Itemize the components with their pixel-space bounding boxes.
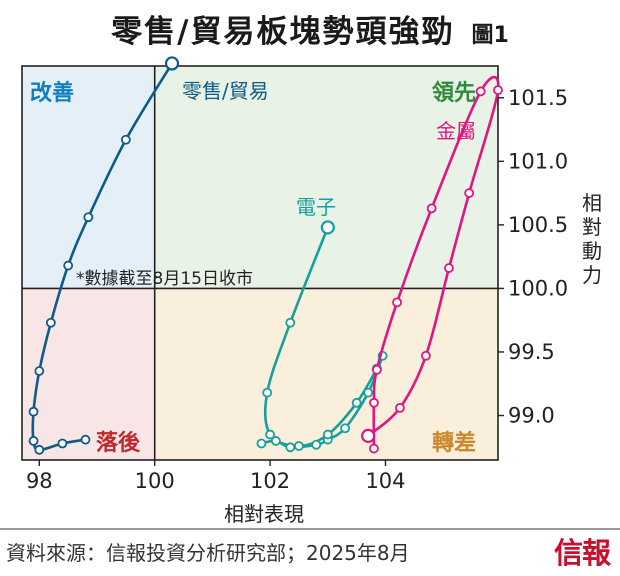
series-point xyxy=(63,260,74,271)
plot-frame xyxy=(21,65,499,461)
series-head-point xyxy=(361,428,376,443)
series-point xyxy=(270,436,281,446)
series-point xyxy=(285,317,296,328)
series-point xyxy=(83,212,94,223)
y-tick-label: 99.5 xyxy=(508,340,555,364)
quadrant-label-improving: 改善 xyxy=(30,80,74,106)
y-axis-ticks: 101.5 101.0 100.5 100.0 99.5 99.0 xyxy=(498,86,568,428)
series-point xyxy=(426,203,437,214)
center-lines xyxy=(22,66,498,460)
series-point xyxy=(34,444,45,455)
series-metals xyxy=(361,75,503,454)
series-point xyxy=(392,297,402,308)
series-label-retail: 零售/貿易 xyxy=(182,79,269,103)
x-tick-label: 100 xyxy=(135,469,175,493)
source-note: 資料來源：信報投資分析研究部；2025年8月 xyxy=(6,541,410,565)
chart-title: 零售/貿易板塊勢頭強勁 圖1 xyxy=(0,6,620,51)
series-point xyxy=(57,438,68,449)
footer-divider xyxy=(0,528,620,530)
series-point xyxy=(475,86,486,97)
series-group xyxy=(28,56,503,455)
quadrant-leading xyxy=(154,66,498,289)
series-point xyxy=(285,442,296,453)
title-text: 零售/貿易板塊勢頭強勁 xyxy=(111,14,455,50)
series-point xyxy=(322,429,333,440)
x-tick-label: 104 xyxy=(365,469,405,493)
y-tick-label: 100.0 xyxy=(508,276,568,300)
series-point xyxy=(369,397,379,408)
series-head-point xyxy=(320,220,335,235)
series-point xyxy=(28,406,39,417)
series-point xyxy=(444,263,454,273)
series-point xyxy=(34,366,45,376)
x-axis-label: 相對表現 xyxy=(224,502,304,526)
y-tick-label: 100.5 xyxy=(508,213,568,237)
series-retail xyxy=(28,56,180,455)
series-point xyxy=(45,317,56,328)
series-point xyxy=(28,436,39,446)
series-point xyxy=(294,441,304,451)
series-point xyxy=(420,350,431,361)
quadrant-label-lagging: 落後 xyxy=(96,430,141,456)
series-point xyxy=(120,134,131,145)
y-axis-label: 相對動力 xyxy=(582,191,602,287)
series-electronics xyxy=(256,220,388,453)
series-point xyxy=(464,188,475,198)
series-point xyxy=(371,364,382,375)
series-point xyxy=(311,439,322,450)
series-point xyxy=(369,443,379,454)
quadrant-improving xyxy=(22,66,155,289)
plot-border xyxy=(21,65,499,461)
x-tick-label: 98 xyxy=(26,469,53,493)
x-axis-ticks: 98 100 102 104 xyxy=(26,460,406,493)
data-cutoff-note: *數據截至8月15日收市 xyxy=(76,269,253,289)
x-tick-label: 102 xyxy=(250,469,290,493)
y-tick-label: 99.0 xyxy=(508,404,555,428)
figure-label: 圖1 xyxy=(471,23,509,48)
quadrant-lagging xyxy=(22,288,155,460)
quadrant-backgrounds xyxy=(22,66,498,460)
series-point xyxy=(493,85,503,96)
series-point xyxy=(340,423,351,434)
y-tick-label: 101.0 xyxy=(508,149,568,173)
series-point xyxy=(265,429,275,440)
quadrant-label-weakening: 轉差 xyxy=(432,430,476,456)
rrg-chart: 98 100 102 104 101.5 101.0 100.5 100.0 99.5 99.0… xyxy=(21,56,602,526)
series-label-metals: 金屬 xyxy=(436,119,476,143)
quadrant-label-leading: 領先 xyxy=(432,80,476,106)
y-tick-label: 101.5 xyxy=(508,86,568,110)
series-point xyxy=(256,438,267,449)
series-point xyxy=(262,387,273,398)
series-point xyxy=(80,434,91,445)
series-point xyxy=(395,402,405,413)
series-point xyxy=(351,397,362,408)
series-label-electronics: 電子 xyxy=(296,195,336,219)
series-head-point xyxy=(164,56,180,71)
series-point xyxy=(363,387,374,398)
publisher-logo: 信報 xyxy=(553,536,611,570)
